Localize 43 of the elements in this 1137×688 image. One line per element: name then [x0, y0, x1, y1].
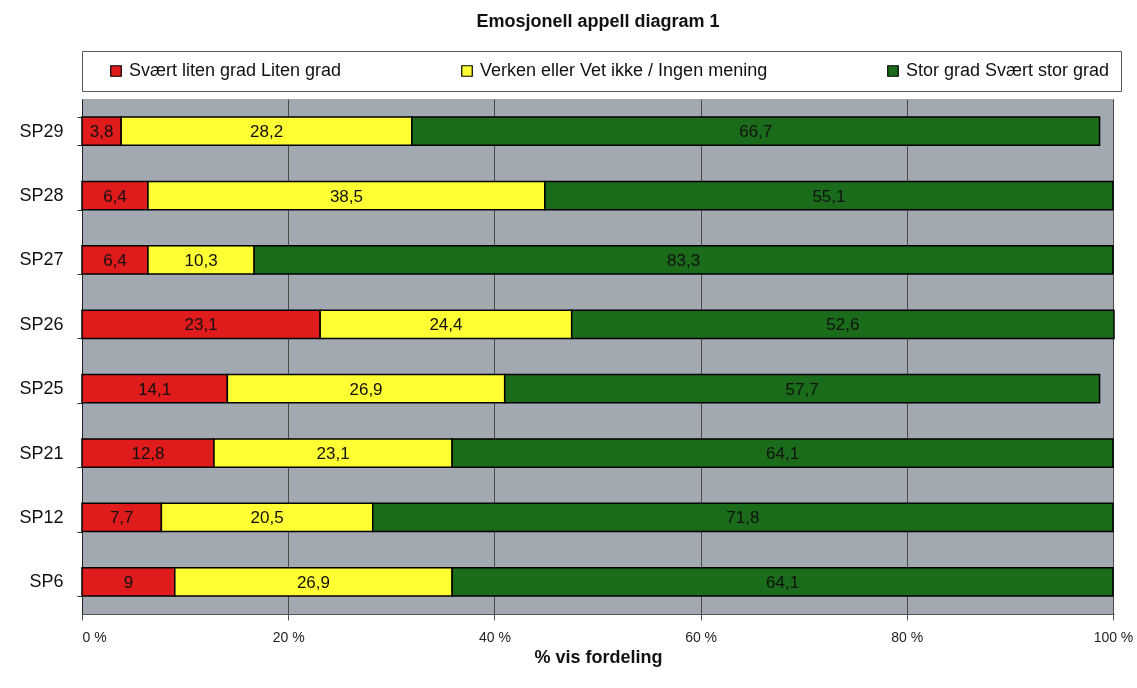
- data-label: 6,4: [103, 186, 127, 206]
- data-label: 10,3: [184, 250, 218, 270]
- data-label: 24,4: [429, 315, 463, 335]
- y-tick-label: SP28: [19, 185, 64, 206]
- data-label: 26,9: [349, 379, 383, 399]
- x-tick-label: 40 %: [478, 628, 511, 645]
- x-tick-label: 60 %: [685, 628, 718, 645]
- data-label: 9: [123, 572, 134, 592]
- data-label: 26,9: [296, 572, 330, 592]
- data-label: 55,1: [812, 186, 846, 206]
- data-label: 38,5: [329, 186, 363, 206]
- y-tick-label: SP25: [19, 378, 64, 399]
- y-tick-label: SP29: [19, 120, 64, 141]
- data-label: 3,8: [89, 122, 114, 142]
- data-label: 20,5: [250, 508, 284, 528]
- data-label: 28,2: [250, 122, 284, 142]
- x-tick-label: 80 %: [891, 628, 924, 645]
- data-label: 7,7: [109, 508, 134, 528]
- x-tick-label: 0 %: [82, 628, 107, 645]
- y-tick-label: SP26: [19, 313, 64, 334]
- legend-label: Verken eller Vet ikke / Ingen mening: [480, 60, 768, 80]
- data-label: 52,6: [826, 315, 860, 335]
- data-label: 12,8: [131, 444, 165, 464]
- data-label: 6,4: [103, 250, 127, 270]
- data-label: 64,1: [766, 572, 800, 592]
- y-tick-label: SP21: [19, 442, 64, 463]
- data-label: 57,7: [785, 379, 819, 399]
- data-label: 23,1: [184, 315, 218, 335]
- x-axis-title: % vis fordeling: [534, 646, 663, 667]
- data-label: 14,1: [138, 379, 172, 399]
- y-tick-label: SP27: [19, 249, 64, 270]
- data-label: 64,1: [766, 444, 800, 464]
- y-tick-label: SP12: [19, 506, 64, 527]
- data-label: 66,7: [739, 122, 773, 142]
- x-tick-label: 20 %: [272, 628, 305, 645]
- chart-title: Emosjonell appell diagram 1: [476, 10, 720, 31]
- y-tick-label: SP6: [29, 571, 64, 592]
- legend-label: Stor grad Svært stor grad: [906, 60, 1110, 80]
- data-label: 23,1: [316, 444, 350, 464]
- legend-label: Svært liten grad Liten grad: [129, 60, 342, 80]
- data-label: 83,3: [667, 250, 701, 270]
- x-tick-label: 100 %: [1093, 628, 1134, 645]
- data-label: 71,8: [726, 508, 760, 528]
